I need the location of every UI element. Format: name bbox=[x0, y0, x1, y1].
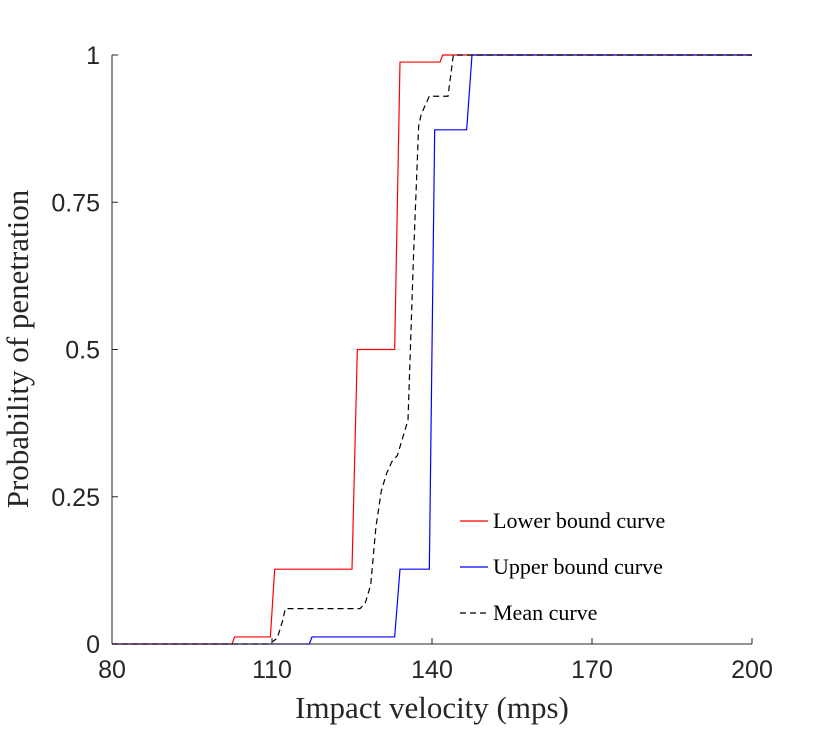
series-line-upper-bound-curve bbox=[112, 54, 752, 645]
y-tick-label: 0.25 bbox=[51, 484, 100, 512]
y-axis-ticks: 0 0.25 0.5 0.75 1 bbox=[51, 42, 118, 659]
x-tick-label: 110 bbox=[252, 656, 292, 684]
x-tick-label: 200 bbox=[731, 656, 773, 684]
legend-label: Upper bound curve bbox=[493, 554, 663, 579]
legend: Lower bound curve Upper bound curve Mean c… bbox=[460, 508, 665, 625]
x-axis-label: Impact velocity (mps) bbox=[295, 690, 569, 725]
series-line-lower-bound-curve bbox=[112, 54, 752, 645]
series-lines bbox=[112, 54, 752, 645]
y-tick-label: 0.75 bbox=[51, 189, 100, 217]
legend-label: Mean curve bbox=[493, 600, 597, 625]
series-line-mean-curve bbox=[112, 54, 752, 645]
y-tick-label: 0.5 bbox=[65, 337, 100, 365]
x-axis-ticks: 80 110 140 170 200 bbox=[98, 638, 773, 684]
x-tick-label: 140 bbox=[411, 656, 453, 684]
legend-label: Lower bound curve bbox=[493, 508, 665, 533]
y-tick-label: 1 bbox=[86, 42, 100, 70]
x-tick-label: 80 bbox=[98, 656, 126, 684]
y-tick-label: 0 bbox=[86, 631, 100, 659]
y-axis-label: Probability of penetration bbox=[0, 189, 35, 508]
x-tick-label: 170 bbox=[571, 656, 613, 684]
